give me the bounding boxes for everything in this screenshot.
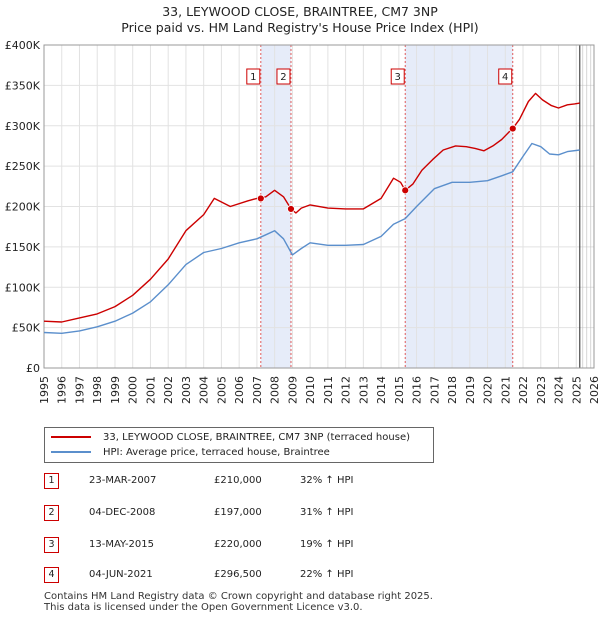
sale-label: 3 (395, 72, 401, 83)
sale-label: 4 (502, 72, 508, 83)
sale-point (287, 205, 295, 213)
sale-number-badge: 3 (44, 537, 59, 553)
y-tick-label: £300K (5, 120, 41, 133)
sale-number-badge: 1 (44, 473, 59, 489)
sale-point (508, 124, 517, 133)
sale-number-badge: 4 (44, 567, 59, 583)
x-tick-label: 2000 (127, 376, 140, 404)
legend-item-property: 33, LEYWOOD CLOSE, BRAINTREE, CM7 3NP (t… (51, 431, 410, 445)
sale-date: 04-JUN-2021 (89, 569, 153, 580)
sale-price: £197,000 (214, 507, 262, 518)
x-tick-label: 2008 (269, 376, 282, 404)
sale-number-badge: 2 (44, 505, 59, 521)
sale-date: 13-MAY-2015 (89, 539, 155, 550)
x-tick-label: 2014 (375, 376, 388, 404)
x-tick-label: 2019 (464, 376, 477, 404)
x-tick-label: 2004 (198, 376, 211, 404)
sale-label-box (246, 68, 261, 85)
legend-item-hpi: HPI: Average price, terraced house, Brai… (51, 446, 330, 460)
x-tick-label: 2023 (535, 376, 548, 404)
series-line-property (43, 92, 580, 323)
x-tick-label: 2021 (499, 376, 512, 404)
x-tick-label: 2024 (553, 376, 566, 404)
x-tick-label: 2011 (322, 376, 335, 404)
x-tick-label: 2001 (144, 376, 157, 404)
chart-subtitle: Price paid vs. HM Land Registry's House … (121, 20, 479, 35)
x-tick-label: 2025 (570, 376, 583, 404)
sale-point (401, 186, 410, 195)
y-tick-label: £400K (5, 39, 41, 52)
legend-swatch-hpi (51, 451, 91, 453)
x-tick-label: 2010 (304, 376, 317, 404)
x-tick-label: 2020 (482, 376, 495, 404)
x-tick-label: 1997 (73, 376, 86, 404)
footer-licence: This data is licensed under the Open Gov… (44, 602, 363, 613)
sale-row: 1 23-MAR-2007 £210,000 32% ↑ HPI (44, 473, 444, 491)
sale-hpi-diff: 22% ↑ HPI (300, 569, 354, 580)
legend-label-property: 33, LEYWOOD CLOSE, BRAINTREE, CM7 3NP (t… (103, 432, 410, 443)
sale-hpi-diff: 19% ↑ HPI (300, 539, 354, 550)
y-tick-label: £0 (26, 362, 40, 375)
footer-credits: Contains HM Land Registry data © Crown c… (44, 591, 433, 613)
series-line-hpi (43, 142, 580, 334)
sale-point (256, 194, 265, 203)
x-tick-label: 2026 (588, 376, 600, 404)
sale-row: 2 04-DEC-2008 £197,000 31% ↑ HPI (44, 505, 444, 523)
x-tick-label: 2018 (446, 376, 459, 404)
y-tick-label: £200K (5, 201, 41, 214)
y-tick-label: £150K (5, 241, 41, 254)
x-tick-label: 2003 (180, 376, 193, 404)
sale-label: 1 (250, 72, 256, 83)
sale-hpi-diff: 32% ↑ HPI (300, 475, 354, 486)
sale-price: £210,000 (214, 475, 262, 486)
x-tick-label: 2012 (340, 376, 353, 404)
sale-label-box (276, 68, 291, 85)
y-tick-label: £50K (12, 322, 41, 335)
x-tick-label: 2015 (393, 376, 406, 404)
x-tick-label: 2009 (286, 376, 299, 404)
sale-label-box (498, 68, 513, 85)
sale-label-box (390, 68, 405, 85)
x-tick-label: 2005 (215, 376, 228, 404)
sale-hpi-diff: 31% ↑ HPI (300, 507, 354, 518)
sale-row: 3 13-MAY-2015 £220,000 19% ↑ HPI (44, 537, 444, 555)
x-tick-label: 1999 (109, 376, 122, 404)
sale-price: £220,000 (214, 539, 262, 550)
x-tick-label: 2017 (428, 376, 441, 404)
sale-date: 23-MAR-2007 (89, 475, 157, 486)
x-tick-label: 1995 (38, 376, 51, 404)
x-tick-label: 2022 (517, 376, 530, 404)
y-tick-label: £250K (5, 160, 41, 173)
price-chart: 1 2 3 4 £0 £50K £100K £150K £200K £250K £300K £350K… (5, 39, 600, 404)
x-tick-label: 2013 (357, 376, 370, 404)
x-tick-label: 2007 (251, 376, 264, 404)
chart-legend: 33, LEYWOOD CLOSE, BRAINTREE, CM7 3NP (t… (44, 427, 434, 463)
y-tick-label: £100K (5, 281, 41, 294)
x-tick-label: 2006 (233, 376, 246, 404)
x-tick-label: 1998 (91, 376, 104, 404)
sale-date: 04-DEC-2008 (89, 507, 156, 518)
x-tick-label: 2002 (162, 376, 175, 404)
x-tick-label: 2016 (411, 376, 424, 404)
plot-frame (43, 44, 595, 369)
sale-price: £296,500 (214, 569, 262, 580)
sale-label: 2 (280, 72, 286, 83)
footer-copyright: Contains HM Land Registry data © Crown c… (44, 591, 433, 602)
y-tick-label: £350K (5, 79, 41, 92)
chart-title: 33, LEYWOOD CLOSE, BRAINTREE, CM7 3NP (162, 4, 438, 19)
legend-swatch-property (51, 436, 91, 438)
sale-row: 4 04-JUN-2021 £296,500 22% ↑ HPI (44, 567, 444, 585)
x-tick-label: 1996 (56, 376, 69, 404)
legend-label-hpi: HPI: Average price, terraced house, Brai… (103, 447, 330, 458)
